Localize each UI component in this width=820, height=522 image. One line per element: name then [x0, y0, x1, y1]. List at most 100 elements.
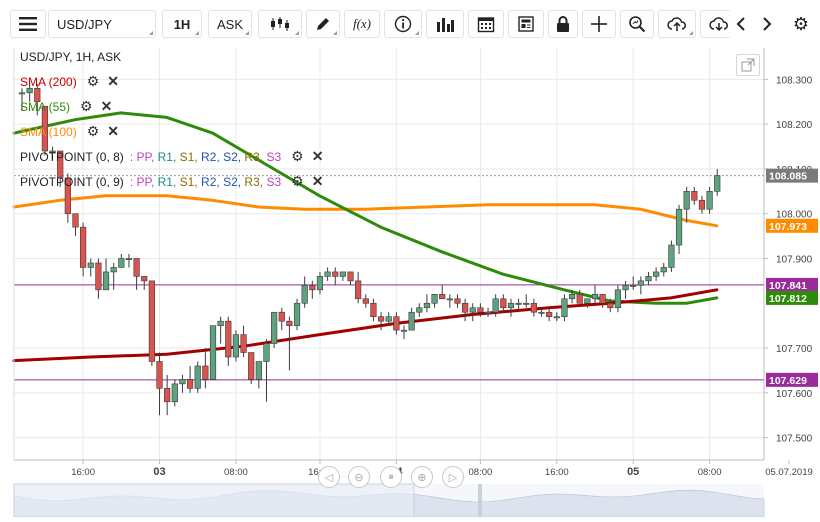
pivot1-settings-gear-icon[interactable]: ⚙: [291, 148, 304, 164]
triangle-left-icon: ◁: [324, 471, 334, 484]
price-label-box: [766, 218, 818, 233]
candle-bull: [400, 329, 408, 332]
price-label-text: 107.629: [769, 375, 807, 387]
timeframe-label: 1H: [173, 16, 191, 32]
candle-bull: [507, 302, 515, 309]
candle-bull: [339, 271, 346, 277]
candle-bull: [668, 244, 675, 268]
scroll-forward-button[interactable]: [754, 10, 780, 38]
nav-zoom-out-button[interactable]: ⊖: [348, 466, 370, 488]
nav-reset-button[interactable]: ⏸: [380, 466, 402, 488]
pivot-level-r1: R1,: [157, 174, 177, 189]
candle-bear: [393, 316, 400, 331]
candle-bull: [675, 208, 683, 246]
candle-bull: [683, 191, 690, 210]
pivot-level-pp: PP,: [136, 174, 155, 189]
candle-bull: [118, 258, 125, 268]
x-tick-label: 16:00: [545, 467, 569, 478]
candle-bear: [186, 379, 194, 389]
x-tick-label: 08:00: [698, 467, 722, 478]
sma200-settings-gear-icon[interactable]: ⚙: [86, 73, 100, 89]
popout-button[interactable]: [736, 54, 760, 76]
scroll-back-button[interactable]: [728, 10, 754, 38]
symbol-select[interactable]: USD/JPY: [48, 10, 156, 38]
y-tick-label: 107.900: [776, 254, 813, 265]
legend-pivot1: PIVOTPOINT (0, 8) : PP, R1, S1, R2, S2, …: [20, 148, 323, 165]
y-tick-label: 107.600: [776, 389, 813, 400]
calendar-icon: [477, 17, 495, 33]
candle-bear: [439, 294, 446, 300]
pivot-level-colon: :: [129, 174, 134, 189]
external-window-icon: [741, 58, 755, 72]
x-tick-label: 08:00: [469, 467, 493, 478]
candle-bull: [645, 276, 652, 282]
candle-bull: [110, 267, 117, 273]
y-tick-label: 108.200: [776, 120, 813, 131]
pivot2-remove-close-icon[interactable]: ✕: [311, 173, 324, 189]
candle-bear: [95, 262, 102, 291]
candle-bull: [217, 320, 224, 326]
calendar-button[interactable]: [468, 10, 504, 38]
price-chart[interactable]: 108.300108.200108.100108.000107.900107.7…: [0, 48, 820, 518]
indicators-button[interactable]: f(x): [344, 10, 380, 38]
candle-bear: [370, 302, 377, 317]
candle-bear: [164, 388, 171, 403]
info-button[interactable]: [384, 10, 422, 38]
bar-chart-icon: [437, 18, 454, 32]
zoom-button[interactable]: [620, 10, 654, 38]
nav-zoom-in-button[interactable]: ⊕: [411, 466, 433, 488]
candle-bear: [41, 105, 49, 152]
candle-bear: [309, 285, 316, 291]
pivot-level-s2: S2,: [223, 149, 242, 164]
candle-bear: [691, 191, 698, 201]
menu-button[interactable]: [10, 10, 46, 38]
pivot-level-s3: S3: [266, 149, 282, 164]
toolbar: USD/JPY 1H ASK f(x): [0, 0, 820, 48]
candle-bull: [324, 271, 331, 277]
chart-area[interactable]: 108.300108.200108.100108.000107.900107.7…: [0, 48, 820, 518]
candle-bear: [156, 361, 163, 389]
candle-bull: [660, 267, 667, 273]
draw-tool-button[interactable]: [306, 10, 340, 38]
sma100-settings-gear-icon[interactable]: ⚙: [86, 123, 100, 139]
pivot1-label: PIVOTPOINT (0, 8): [20, 149, 124, 164]
candle-bull: [194, 365, 201, 389]
volume-button[interactable]: [426, 10, 464, 38]
x-tick-label: 05.07.2019: [765, 467, 813, 478]
price-type-select[interactable]: ASK: [208, 10, 252, 38]
nav-back-button[interactable]: ◁: [318, 466, 340, 488]
news-button[interactable]: [508, 10, 544, 38]
pivot2-settings-gear-icon[interactable]: ⚙: [291, 173, 304, 189]
nav-forward-button[interactable]: ▷: [442, 466, 464, 488]
candle-bull: [271, 311, 278, 344]
candle-bull: [584, 298, 591, 304]
x-tick-label: 03: [153, 466, 165, 478]
candle-bull: [209, 325, 217, 380]
candle-bull: [416, 307, 423, 313]
upload-button[interactable]: [658, 10, 696, 38]
sma200-remove-close-icon[interactable]: ✕: [107, 73, 119, 89]
candle-bear: [133, 258, 140, 277]
candle-bear: [377, 316, 385, 322]
navigator-handle: [478, 484, 482, 517]
candle-bull: [232, 334, 240, 358]
sma55-remove-close-icon[interactable]: ✕: [100, 98, 113, 114]
candle-bear: [57, 150, 64, 179]
price-label-box: [766, 372, 818, 387]
settings-button[interactable]: ⚙: [788, 10, 814, 38]
chart-type-button[interactable]: [258, 10, 302, 38]
sma55-settings-gear-icon[interactable]: ⚙: [80, 98, 93, 114]
candle-bull: [614, 289, 622, 309]
sma100-remove-close-icon[interactable]: ✕: [107, 123, 119, 139]
timeframe-select[interactable]: 1H: [162, 10, 202, 38]
candle-bear: [546, 311, 553, 317]
pencil-icon: [317, 18, 329, 30]
cloud-download-icon: [709, 17, 728, 32]
x-tick-label: 16:00: [71, 467, 95, 478]
y-tick-label: 108.300: [776, 75, 813, 86]
lock-button[interactable]: [548, 10, 578, 38]
lock-icon: [557, 16, 569, 32]
pivot1-remove-close-icon[interactable]: ✕: [311, 148, 324, 164]
crosshair-button[interactable]: [582, 10, 616, 38]
chevron-right-icon: [763, 17, 772, 31]
